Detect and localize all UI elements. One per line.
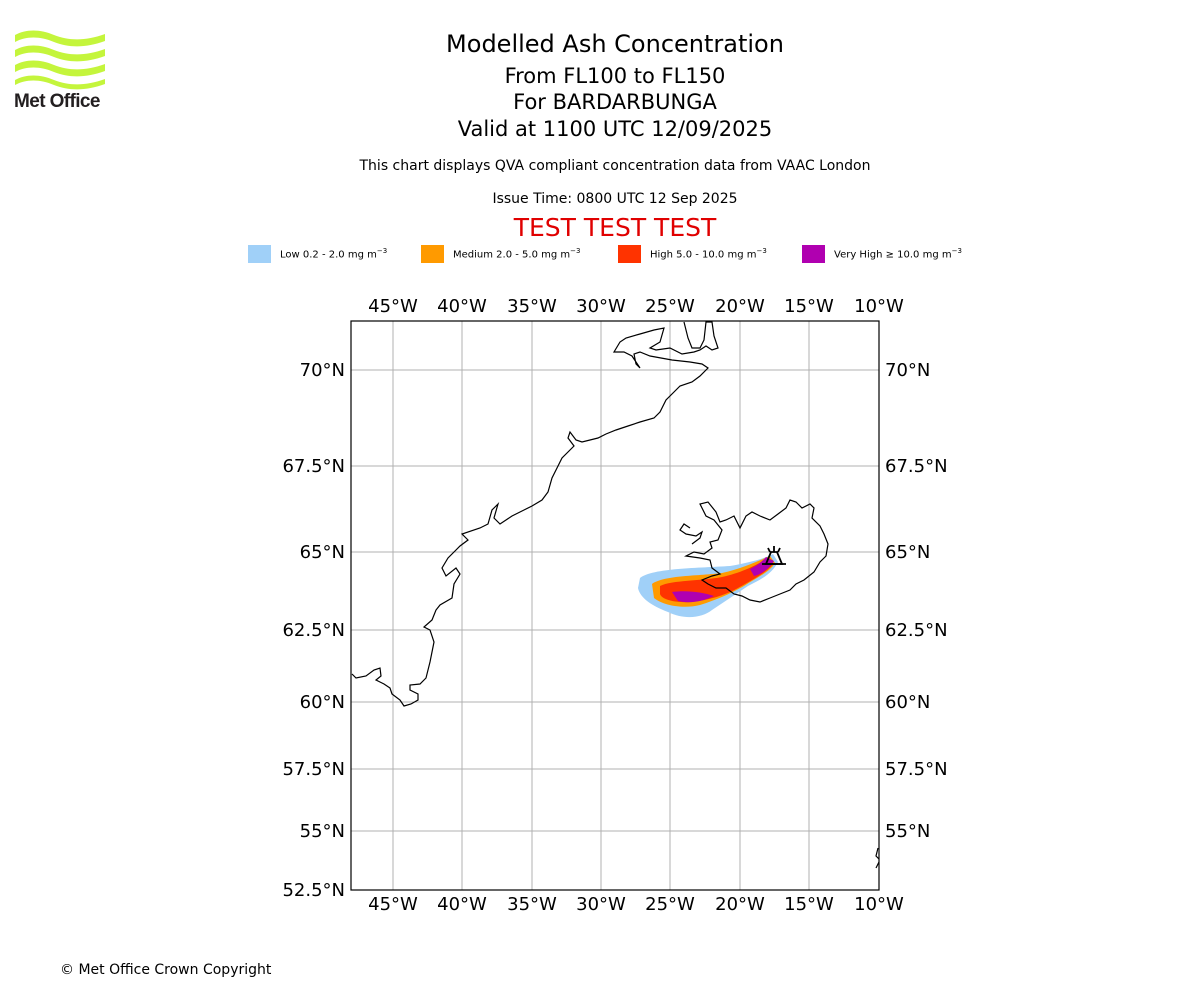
longitude-tick-label: 20°W <box>715 894 765 915</box>
legend-swatch-low <box>248 245 271 263</box>
latitude-ticks-right: 70°N 67.5°N 65°N 62.5°N 60°N 57.5°N 55°N <box>885 360 948 842</box>
chart-title: Modelled Ash Concentration <box>446 30 784 58</box>
longitude-ticks-top: 45°W 40°W 35°W 30°W 25°W 20°W 15°W 10°W <box>368 296 904 317</box>
latitude-tick-label: 67.5°N <box>885 456 948 477</box>
longitude-tick-label: 25°W <box>645 894 695 915</box>
longitude-tick-label: 40°W <box>437 894 487 915</box>
legend-label-very-high: Very High ≥ 10.0 mg m−3 <box>834 247 962 261</box>
iceland-west-fjords <box>679 523 704 545</box>
legend-label-low: Low 0.2 - 2.0 mg m−3 <box>280 247 388 261</box>
iceland-coast <box>684 499 829 603</box>
volcano-icon <box>762 546 786 565</box>
latitude-tick-label: 57.5°N <box>885 759 948 780</box>
latitude-ticks-left: 70°N 67.5°N 65°N 62.5°N 60°N 57.5°N 55°N 52.5°N <box>282 360 345 901</box>
issue-time: Issue Time: 0800 UTC 12 Sep 2025 <box>492 191 738 207</box>
latitude-tick-label: 52.5°N <box>282 880 345 901</box>
ash-plume <box>638 554 778 618</box>
latitude-tick-label: 62.5°N <box>282 620 345 641</box>
volcano-name: For BARDARBUNGA <box>513 90 717 114</box>
legend-swatch-medium <box>421 245 444 263</box>
latitude-tick-label: 60°N <box>885 692 930 713</box>
map-frame <box>350 320 880 891</box>
latitude-tick-label: 55°N <box>300 821 345 842</box>
flight-level-range: From FL100 to FL150 <box>504 64 726 88</box>
latitude-tick-label: 67.5°N <box>282 456 345 477</box>
longitude-tick-label: 35°W <box>507 894 557 915</box>
legend-swatch-high <box>618 245 641 263</box>
valid-time: Valid at 1100 UTC 12/09/2025 <box>457 117 773 141</box>
test-banner: TEST TEST TEST <box>513 213 717 242</box>
copyright-notice: © Met Office Crown Copyright <box>60 962 272 978</box>
logo-wordmark: Met Office <box>14 91 100 112</box>
ash-area-very-high <box>672 557 774 603</box>
chart-description: This chart displays QVA compliant concen… <box>359 158 871 174</box>
met-office-logo <box>15 30 105 90</box>
longitude-ticks-bottom: 45°W 40°W 35°W 30°W 25°W 20°W 15°W 10°W <box>368 894 904 915</box>
longitude-tick-label: 15°W <box>784 296 834 317</box>
longitude-tick-label: 45°W <box>368 296 418 317</box>
longitude-tick-label: 40°W <box>437 296 487 317</box>
latitude-tick-label: 57.5°N <box>282 759 345 780</box>
latitude-tick-label: 70°N <box>300 360 345 381</box>
longitude-tick-label: 45°W <box>368 894 418 915</box>
greenland-coast <box>351 321 719 707</box>
longitude-tick-label: 30°W <box>576 296 626 317</box>
longitude-tick-label: 35°W <box>507 296 557 317</box>
latitude-tick-label: 65°N <box>885 542 930 563</box>
map-gridlines <box>351 321 879 890</box>
latitude-tick-label: 65°N <box>300 542 345 563</box>
longitude-tick-label: 15°W <box>784 894 834 915</box>
legend-swatch-very-high <box>802 245 825 263</box>
longitude-tick-label: 10°W <box>854 296 904 317</box>
ash-area-high <box>660 558 773 603</box>
latitude-tick-label: 62.5°N <box>885 620 948 641</box>
coastlines <box>351 321 879 869</box>
latitude-tick-label: 70°N <box>885 360 930 381</box>
norway-coast-fragment <box>875 847 879 869</box>
longitude-tick-label: 10°W <box>854 894 904 915</box>
legend-label-medium: Medium 2.0 - 5.0 mg m−3 <box>453 247 581 261</box>
latitude-tick-label: 55°N <box>885 821 930 842</box>
longitude-tick-label: 25°W <box>645 296 695 317</box>
latitude-tick-label: 60°N <box>300 692 345 713</box>
longitude-tick-label: 30°W <box>576 894 626 915</box>
legend-label-high: High 5.0 - 10.0 mg m−3 <box>650 247 767 261</box>
longitude-tick-label: 20°W <box>715 296 765 317</box>
